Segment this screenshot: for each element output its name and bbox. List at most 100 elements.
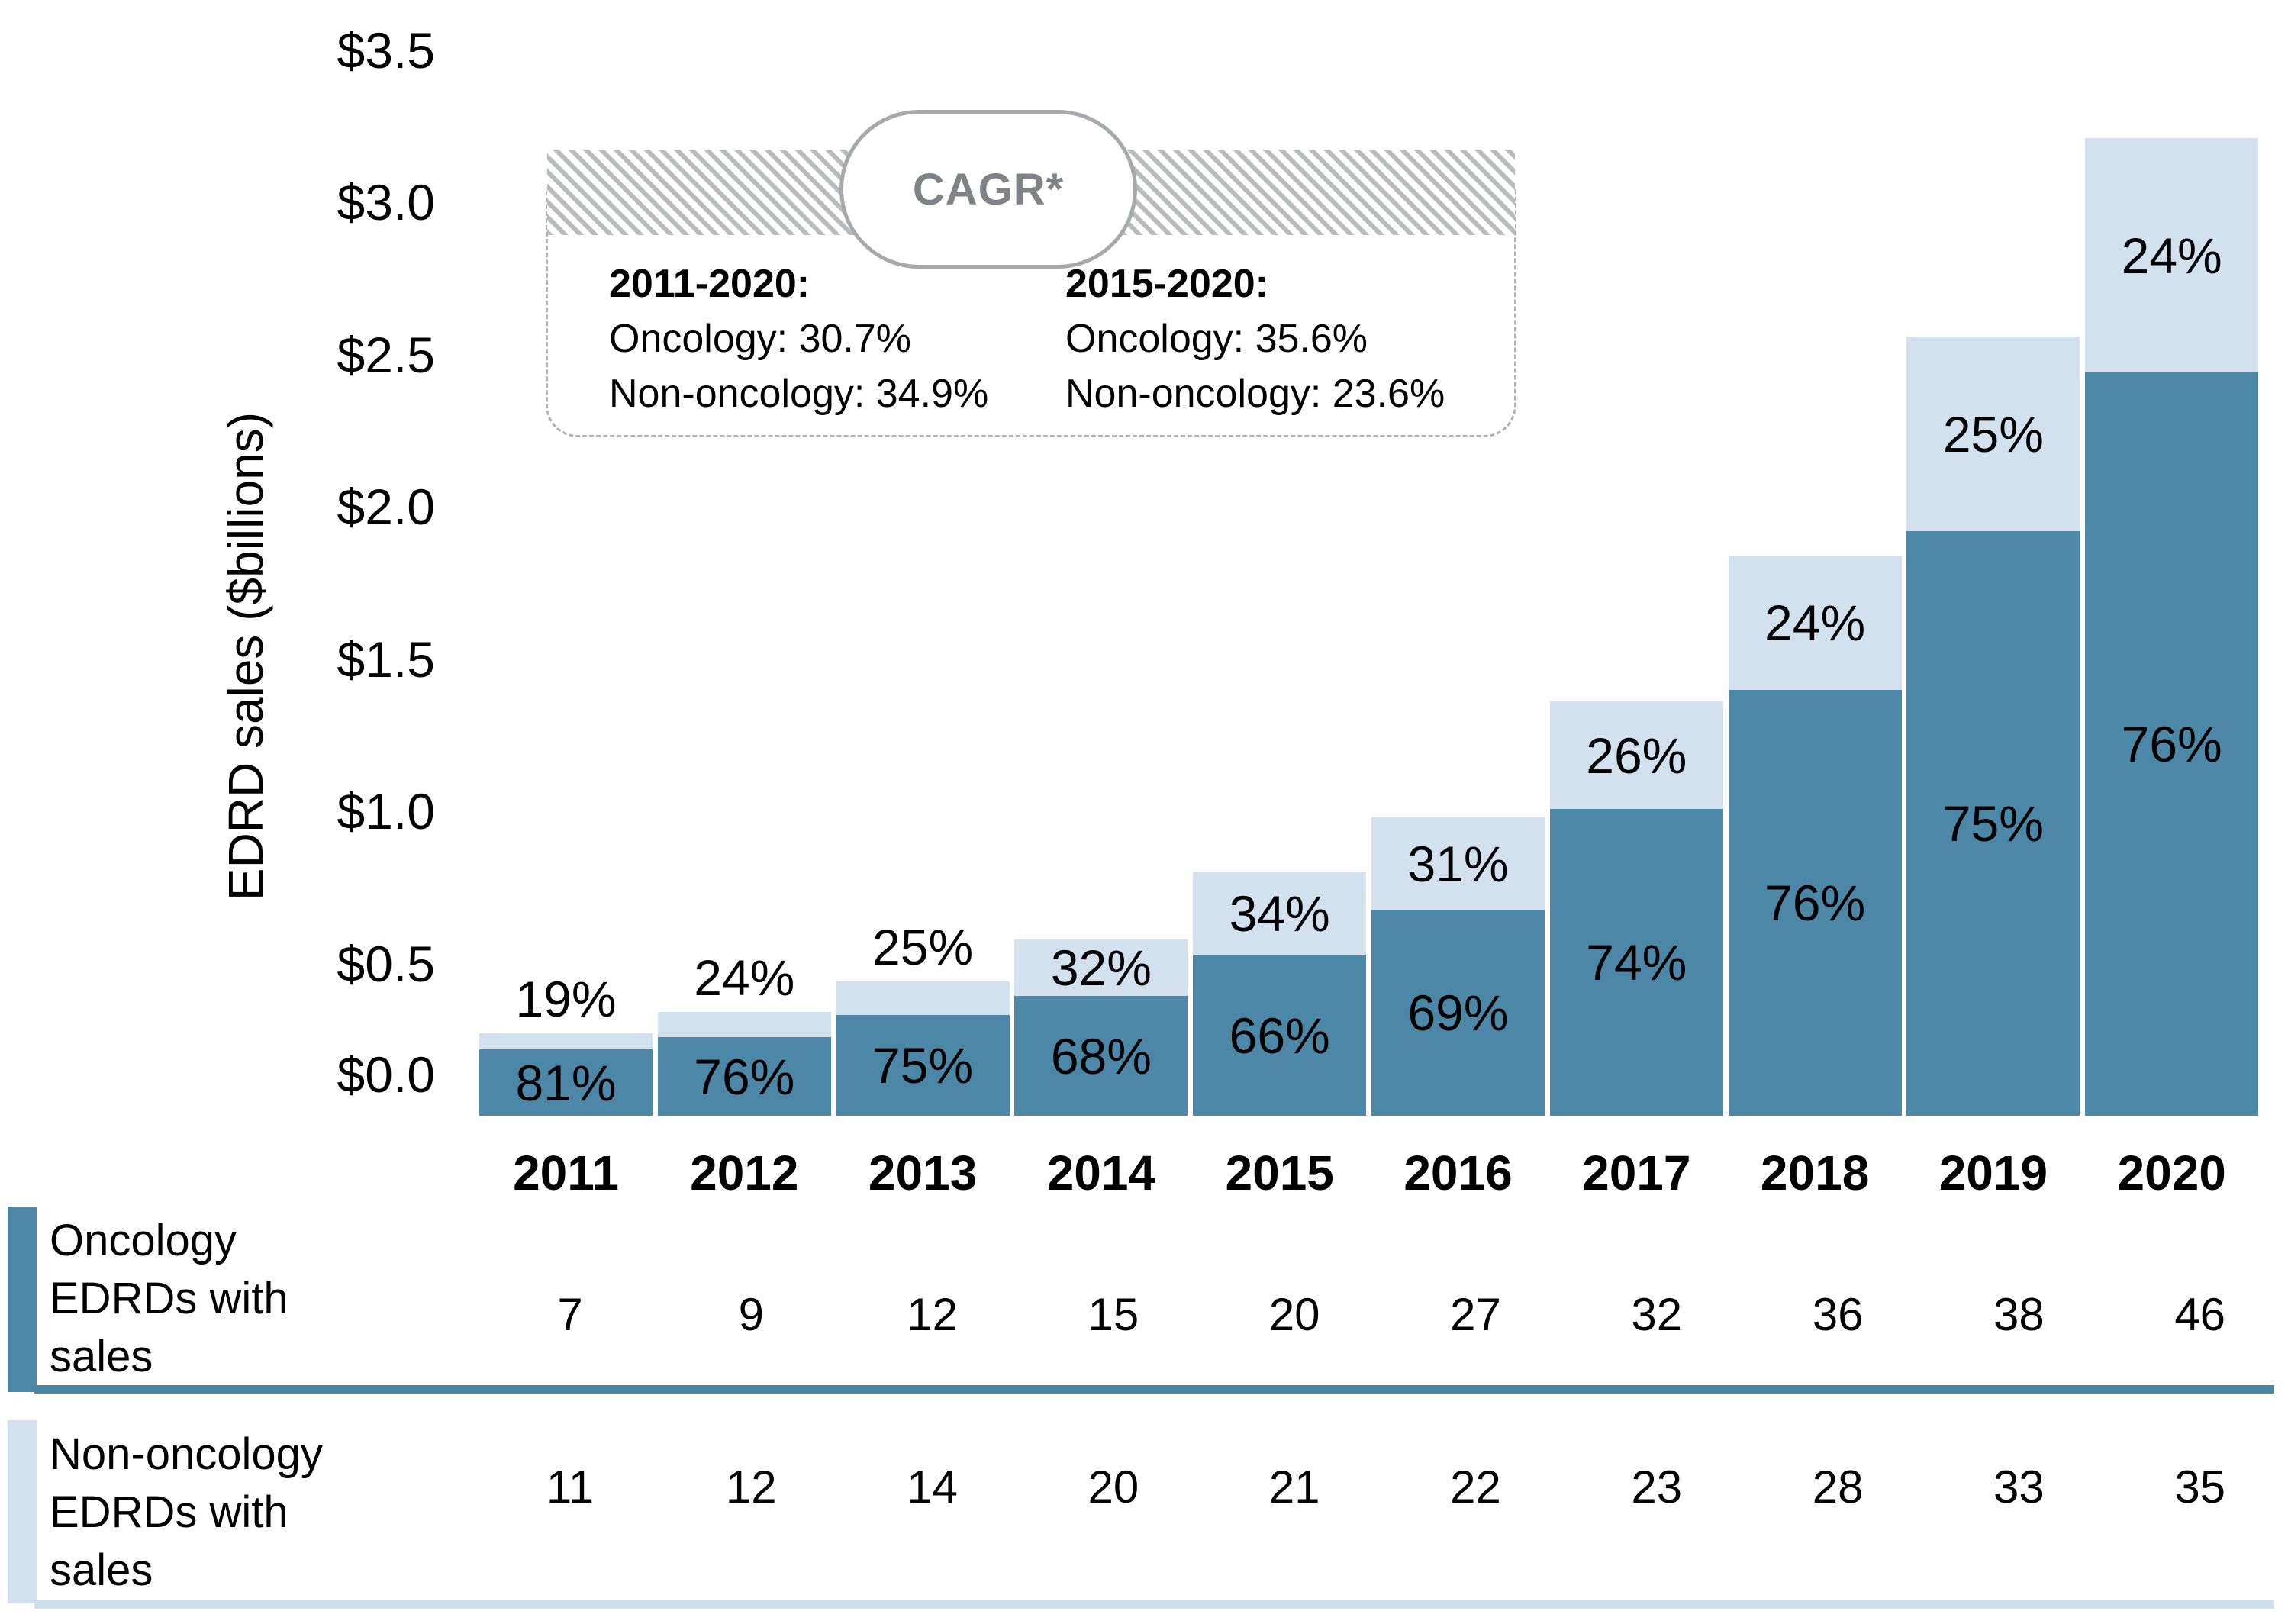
x-tick-label-2018: 2018 [1760,1146,1870,1200]
table-value-oncology-2018: 36 [1812,1289,1864,1340]
oncology-pct-label-2016: 69% [1407,984,1509,1041]
bar-segment-non-oncology-2012 [657,1012,831,1037]
non-oncology-pct-label-2012: 24% [694,949,795,1006]
table-value-oncology-2019: 38 [1993,1289,2045,1340]
table-value-non-oncology-2012: 12 [725,1461,777,1513]
y-tick-label: $3.5 [337,21,435,79]
non-oncology-legend-swatch [8,1420,37,1603]
x-tick-label-2020: 2020 [2117,1146,2226,1200]
y-tick-label: $3.0 [337,174,435,230]
x-tick-label-2017: 2017 [1582,1146,1691,1200]
bar-segment-oncology-2011 [479,1049,653,1116]
non-oncology-pct-label-2020: 24% [2121,227,2222,284]
bar-segment-oncology-2015 [1193,955,1367,1116]
table-value-non-oncology-2015: 21 [1268,1461,1320,1513]
oncology-row-label: Oncology EDRDs with sales [50,1212,288,1386]
cagr-heading: 2011-2020: [609,262,810,306]
oncology-pct-label-2018: 76% [1764,875,1866,931]
bar-segment-non-oncology-2020 [2085,138,2259,372]
bar-segment-oncology-2018 [1728,690,1902,1116]
bar-segment-oncology-2019 [1906,531,2080,1116]
y-tick-label: $2.5 [337,326,435,383]
table-value-non-oncology-2014: 20 [1088,1461,1139,1513]
table-value-non-oncology-2020: 35 [2174,1461,2226,1513]
table-value-non-oncology-2019: 33 [1993,1461,2045,1513]
non-oncology-pct-label-2011: 19% [515,971,617,1027]
row-label-line: Oncology [50,1216,237,1265]
cagr-title-pill: CAGR* [839,110,1137,269]
oncology-pct-label-2013: 75% [872,1037,974,1094]
oncology-pct-label-2012: 76% [694,1048,795,1105]
bar-segment-non-oncology-2017 [1549,701,1723,809]
table-value-oncology-2020: 46 [2174,1289,2226,1340]
bar-segment-non-oncology-2013 [836,981,1010,1015]
row-label-line: EDRDs with [50,1274,288,1323]
table-value-oncology-2014: 15 [1088,1289,1139,1340]
oncology-pct-label-2017: 74% [1586,934,1687,991]
non-oncology-pct-label-2014: 32% [1050,939,1152,996]
non-oncology-row-label: Non-oncology EDRDs with sales [50,1426,323,1600]
oncology-pct-label-2020: 76% [2121,716,2222,772]
x-tick-label-2011: 2011 [513,1146,619,1200]
y-tick-label: $2.0 [337,478,435,535]
table-value-non-oncology-2016: 22 [1450,1461,1501,1513]
bar-segment-oncology-2014 [1014,996,1188,1116]
table-divider-light [34,1600,2274,1609]
row-label-line: EDRDs with [50,1487,288,1537]
bar-segment-oncology-2013 [836,1015,1010,1116]
oncology-pct-label-2015: 66% [1229,1007,1330,1064]
x-tick-label-2016: 2016 [1403,1146,1513,1200]
y-tick-label: $0.5 [337,935,435,992]
table-value-oncology-2012: 9 [738,1289,764,1340]
cagr-title: CAGR* [912,164,1065,214]
table-value-non-oncology-2011: 11 [546,1461,595,1513]
bar-segment-oncology-2012 [657,1037,831,1116]
y-tick-label: $1.0 [337,783,435,839]
x-tick-label-2019: 2019 [1938,1146,2048,1200]
bar-segment-non-oncology-2014 [1014,939,1188,996]
non-oncology-pct-label-2017: 26% [1586,727,1687,784]
cagr-line: Oncology: 35.6% [1065,317,1368,361]
non-oncology-pct-label-2016: 31% [1407,835,1509,892]
table-divider-dark [34,1385,2274,1394]
table-value-non-oncology-2017: 23 [1631,1461,1683,1513]
bar-segment-oncology-2020 [2085,372,2259,1116]
non-oncology-pct-label-2018: 24% [1764,594,1866,651]
bar-segment-non-oncology-2019 [1906,337,2080,531]
cagr-column-2015-2020: 2015-2020: Oncology: 35.6% Non-oncology:… [1065,256,1445,421]
x-tick-label-2012: 2012 [690,1146,799,1200]
bar-segment-oncology-2017 [1549,809,1723,1116]
bar-segment-oncology-2016 [1371,910,1545,1116]
cagr-column-2011-2020: 2011-2020: Oncology: 30.7% Non-oncology:… [609,256,988,421]
non-oncology-pct-label-2013: 25% [872,919,974,975]
bar-segment-non-oncology-2018 [1728,556,1902,690]
table-value-non-oncology-2013: 14 [907,1461,958,1513]
table-value-oncology-2013: 12 [907,1289,958,1340]
y-tick-label: $1.5 [337,630,435,688]
bar-segment-non-oncology-2016 [1371,817,1545,910]
oncology-legend-swatch [8,1207,37,1392]
bar-segment-non-oncology-2011 [479,1033,653,1049]
table-value-oncology-2015: 20 [1268,1289,1320,1340]
x-tick-label-2013: 2013 [868,1146,978,1200]
table-value-oncology-2011: 7 [557,1289,583,1340]
y-tick-label: $0.0 [337,1046,435,1103]
non-oncology-pct-label-2015: 34% [1229,885,1330,942]
table-value-oncology-2016: 27 [1450,1289,1501,1340]
cagr-line: Non-oncology: 23.6% [1065,372,1445,416]
x-tick-label-2015: 2015 [1225,1146,1334,1200]
oncology-pct-label-2019: 75% [1942,795,2044,852]
cagr-heading: 2015-2020: [1065,262,1268,306]
oncology-pct-label-2014: 68% [1050,1027,1152,1084]
oncology-pct-label-2011: 81% [515,1054,617,1111]
bar-segment-non-oncology-2015 [1193,872,1367,955]
table-value-non-oncology-2018: 28 [1812,1461,1864,1513]
cagr-line: Oncology: 30.7% [609,317,912,361]
x-tick-label-2014: 2014 [1046,1146,1156,1200]
non-oncology-pct-label-2019: 25% [1942,405,2044,462]
row-label-line: Non-oncology [50,1429,323,1479]
row-label-line: sales [50,1545,153,1595]
table-value-oncology-2017: 32 [1631,1289,1683,1340]
cagr-line: Non-oncology: 34.9% [609,372,989,416]
